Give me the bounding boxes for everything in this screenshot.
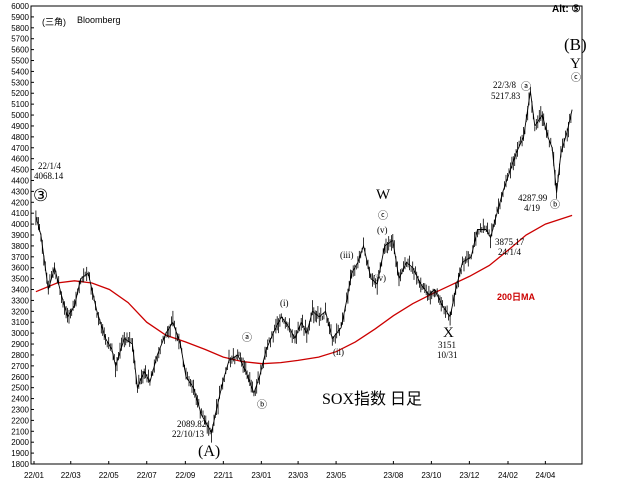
y-tick-label: 5600 xyxy=(11,46,29,55)
y-tick-label: 4600 xyxy=(11,155,29,164)
y-tick-label: 5000 xyxy=(11,111,29,120)
x-tick-label: 23/08 xyxy=(383,471,404,480)
y-tick-label: 2100 xyxy=(11,427,29,436)
ann-wave-v: (v) xyxy=(377,225,388,235)
y-tick-label: 5100 xyxy=(11,100,29,109)
ann-y: Y xyxy=(570,56,581,72)
x-tick-label: 23/05 xyxy=(326,471,347,480)
y-tick-label: 5500 xyxy=(11,57,29,66)
y-tick-label: 2300 xyxy=(11,405,29,414)
y-tick-label: 4200 xyxy=(11,198,29,207)
x-tick-label: 22/11 xyxy=(214,471,234,480)
ann-low-2310-date: 10/31 xyxy=(437,350,458,360)
x-tick-label: 23/03 xyxy=(288,471,309,480)
x-tick-label: 22/09 xyxy=(175,471,196,480)
y-tick-label: 2900 xyxy=(11,340,29,349)
ann-wave-ii: (ii) xyxy=(333,347,344,357)
y-tick-label: 6000 xyxy=(11,2,29,11)
y-tick-label: 3000 xyxy=(11,329,29,338)
x-axis: 22/01 22/03 22/05 22/07 22/09 22/11 23/01 23/03… xyxy=(24,461,556,480)
y-tick-label: 3400 xyxy=(11,286,29,295)
y-tick-label: 2400 xyxy=(11,395,29,404)
ann-circ-a: ⓐ xyxy=(242,332,252,344)
y-tick-label: 4300 xyxy=(11,187,29,196)
ann-w: W xyxy=(376,187,391,203)
ma-label: 200日MA xyxy=(497,292,536,302)
y-tick-label: 1800 xyxy=(11,460,29,469)
ann-circ-b: ⓑ xyxy=(257,399,267,411)
ann-date-2401: 24/1/4 xyxy=(498,247,522,257)
ann-low-2210-value: 2089.82 xyxy=(177,419,206,429)
y-tick-label: 2200 xyxy=(11,416,29,425)
x-tick-label: 24/04 xyxy=(535,471,556,480)
header-unit: (三角) xyxy=(42,17,66,27)
y-tick-label: 2600 xyxy=(11,373,29,382)
x-tick-label: 23/01 xyxy=(251,471,272,480)
ann-peak-2403-value: 5217.83 xyxy=(491,91,521,101)
plot-frame xyxy=(30,5,583,465)
ann-wave-b: (B) xyxy=(564,35,587,54)
y-tick-label: 4700 xyxy=(11,144,29,153)
y-tick-label: 5400 xyxy=(11,67,29,76)
y-tick-label: 3100 xyxy=(11,318,29,327)
ann-peak-2201-value: 4068.14 xyxy=(34,171,64,181)
x-tick-label: 22/07 xyxy=(137,471,158,480)
y-tick-label: 4100 xyxy=(11,209,29,218)
y-tick-label: 5300 xyxy=(11,78,29,87)
ann-wave-i: (i) xyxy=(280,298,289,308)
y-tick-label: 3900 xyxy=(11,231,29,240)
ann-circ-c-w: ⓒ xyxy=(378,210,388,222)
y-tick-label: 5800 xyxy=(11,24,29,33)
ann-wave-a: (A) xyxy=(198,443,220,460)
y-tick-label: 4400 xyxy=(11,176,29,185)
ann-wave-iii: (iii) xyxy=(340,250,354,260)
y-tick-label: 4800 xyxy=(11,133,29,142)
x-tick-label: 23/12 xyxy=(459,471,480,480)
x-tick-label: 22/03 xyxy=(61,471,82,480)
chart-title: SOX指数 日足 xyxy=(322,390,422,408)
y-tick-label: 1900 xyxy=(11,449,29,458)
y-tick-label: 4500 xyxy=(11,166,29,175)
x-tick-label: 23/10 xyxy=(421,471,442,480)
ann-circ-b-y: ⓑ xyxy=(550,199,560,211)
x-tick-label: 24/02 xyxy=(498,471,519,480)
price-line xyxy=(35,91,573,434)
y-tick-label: 2700 xyxy=(11,362,29,371)
ann-low-2404-value: 4287.99 xyxy=(518,193,548,203)
y-tick-label: 3500 xyxy=(11,275,29,284)
ann-val-2401: 3875.17 xyxy=(495,237,525,247)
y-tick-label: 4900 xyxy=(11,122,29,131)
y-tick-label: 3800 xyxy=(11,242,29,251)
ann-peak-2201-date: 22/1/4 xyxy=(38,161,62,171)
y-tick-label: 3200 xyxy=(11,307,29,316)
y-tick-label: 5200 xyxy=(11,89,29,98)
y-tick-label: 5900 xyxy=(11,13,29,22)
y-tick-label: 3300 xyxy=(11,296,29,305)
alt-label: Alt: ⑤ xyxy=(552,4,581,15)
y-tick-label: 5700 xyxy=(11,35,29,44)
y-tick-label: 2000 xyxy=(11,438,29,447)
ann-low-2404-date: 4/19 xyxy=(524,203,541,213)
x-tick-label: 22/01 xyxy=(24,471,45,480)
ann-low-2310-value: 3151 xyxy=(438,340,456,350)
ann-low-2210-date: 22/10/13 xyxy=(172,429,205,439)
ann-circ-c-y: ⓒ xyxy=(571,72,581,84)
y-tick-label: 4000 xyxy=(11,220,29,229)
ann-x: X xyxy=(443,325,454,341)
y-tick-label: 2500 xyxy=(11,384,29,393)
x-tick-label: 22/05 xyxy=(99,471,120,480)
y-tick-label: 2800 xyxy=(11,351,29,360)
header-source: Bloomberg xyxy=(77,15,121,25)
y-tick-label: 3700 xyxy=(11,253,29,262)
ann-wave-iv: (iv) xyxy=(373,273,386,283)
ma-200-line xyxy=(35,214,573,365)
ann-wave3: ③ xyxy=(33,186,48,205)
y-tick-label: 3600 xyxy=(11,264,29,273)
ann-circ-a-y: ⓐ xyxy=(521,81,531,93)
ann-peak-2403-date: 22/3/8 xyxy=(493,80,517,90)
